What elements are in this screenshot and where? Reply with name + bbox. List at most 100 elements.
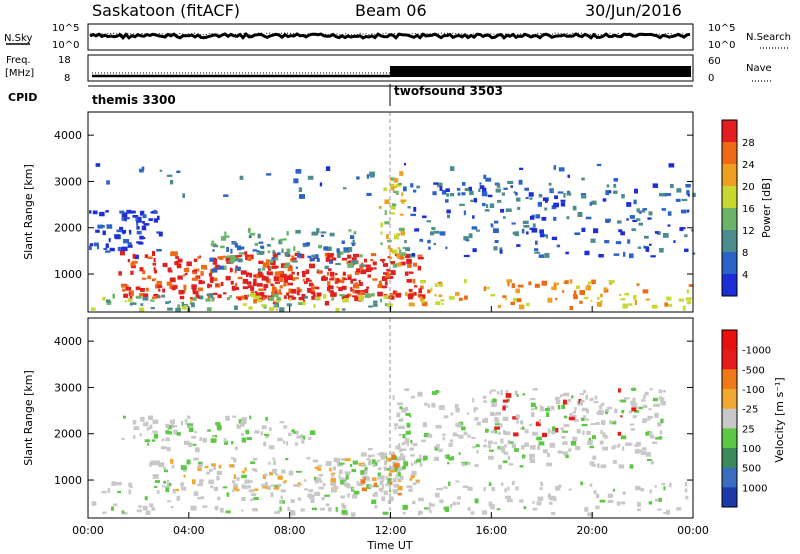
heat-cell bbox=[323, 246, 329, 251]
heat-cell bbox=[250, 292, 253, 297]
heat-cell bbox=[367, 461, 372, 466]
heat-cell bbox=[521, 228, 525, 234]
heat-cell bbox=[397, 402, 403, 406]
heat-cell bbox=[475, 229, 481, 232]
heat-cell bbox=[373, 461, 378, 466]
heat-cell bbox=[107, 488, 111, 493]
heat-cell bbox=[245, 272, 250, 276]
heat-cell bbox=[165, 430, 170, 435]
cpid-label: CPID bbox=[8, 91, 37, 104]
heat-cell bbox=[368, 459, 372, 463]
heat-cell bbox=[330, 276, 335, 280]
heat-cell bbox=[518, 179, 523, 185]
heat-cell bbox=[190, 297, 193, 301]
heat-cell bbox=[457, 423, 462, 428]
heat-cell bbox=[132, 215, 139, 218]
heat-cell bbox=[234, 268, 238, 272]
heat-cell bbox=[645, 431, 650, 436]
heat-cell bbox=[579, 400, 582, 404]
heat-cell bbox=[457, 187, 461, 191]
heat-cell bbox=[511, 480, 515, 486]
heat-cell bbox=[153, 218, 159, 223]
heat-cell bbox=[211, 240, 215, 243]
heat-cell bbox=[633, 199, 637, 205]
heat-cell bbox=[406, 422, 411, 428]
heat-cell bbox=[390, 212, 395, 215]
heat-cell bbox=[473, 407, 479, 410]
heat-cell bbox=[451, 456, 454, 461]
heat-cell bbox=[192, 290, 199, 295]
heat-cell bbox=[491, 402, 497, 408]
heat-cell bbox=[166, 174, 173, 177]
heat-cell bbox=[195, 277, 200, 280]
heat-cell bbox=[398, 467, 401, 472]
heat-cell bbox=[420, 285, 424, 290]
heat-cell bbox=[207, 295, 210, 301]
heat-cell bbox=[406, 441, 409, 447]
heat-cell bbox=[262, 262, 268, 268]
heat-cell bbox=[279, 421, 285, 424]
heat-cell bbox=[272, 301, 279, 305]
heat-cell bbox=[95, 163, 101, 167]
heat-cell bbox=[238, 419, 242, 424]
heat-cell bbox=[544, 407, 550, 412]
station-title: Saskatoon (fitACF) bbox=[92, 1, 240, 20]
heat-cell bbox=[147, 256, 153, 259]
heat-cell bbox=[275, 271, 281, 276]
heat-cell bbox=[470, 199, 474, 202]
heat-cell bbox=[651, 304, 658, 309]
heat-cell bbox=[473, 408, 476, 413]
heat-cell bbox=[229, 295, 232, 298]
heat-cell bbox=[523, 506, 527, 510]
heat-cell bbox=[323, 294, 327, 299]
heat-cell bbox=[241, 470, 246, 474]
heat-cell bbox=[602, 446, 608, 451]
heat-cell bbox=[234, 270, 237, 274]
heat-cell bbox=[329, 260, 333, 264]
heat-cell bbox=[208, 468, 213, 472]
heat-cell bbox=[181, 301, 184, 307]
heat-cell bbox=[446, 193, 450, 197]
heat-cell bbox=[239, 246, 245, 250]
heat-cell bbox=[539, 418, 541, 424]
heat-cell bbox=[646, 458, 652, 461]
heat-cell bbox=[328, 253, 334, 256]
heat-cell bbox=[242, 286, 249, 290]
heat-cell bbox=[364, 467, 367, 471]
heat-cell bbox=[402, 511, 406, 515]
heat-cell bbox=[283, 425, 288, 429]
heat-cell bbox=[122, 288, 126, 292]
heat-cell bbox=[618, 388, 621, 393]
heat-cell bbox=[276, 252, 281, 256]
heat-cell bbox=[191, 304, 195, 308]
heat-cell bbox=[112, 293, 115, 299]
heat-cell bbox=[450, 412, 454, 416]
heat-cell bbox=[180, 482, 185, 486]
heat-cell bbox=[503, 187, 508, 190]
heat-cell bbox=[242, 485, 248, 489]
heat-cell bbox=[620, 231, 625, 236]
freq-label-1: Freq. bbox=[6, 55, 31, 66]
ytick-label: 1000 bbox=[54, 474, 82, 487]
heat-cell bbox=[229, 464, 235, 468]
heat-cell bbox=[177, 304, 181, 309]
heat-cell bbox=[577, 212, 583, 217]
heat-cell bbox=[639, 406, 644, 410]
heat-cell bbox=[663, 511, 667, 514]
heat-cell bbox=[454, 403, 459, 409]
heat-cell bbox=[397, 479, 402, 482]
colorbar-tick: 100 bbox=[742, 444, 761, 455]
heat-cell bbox=[303, 479, 307, 482]
heat-cell bbox=[494, 423, 501, 426]
heat-cell bbox=[325, 257, 329, 261]
heat-cell bbox=[538, 254, 545, 258]
heat-cell bbox=[668, 163, 675, 168]
heat-cell bbox=[121, 437, 125, 441]
heat-cell bbox=[384, 281, 388, 286]
heat-cell bbox=[580, 193, 587, 196]
heat-cell bbox=[199, 480, 203, 486]
heat-cell bbox=[334, 486, 339, 490]
heat-cell bbox=[152, 251, 155, 256]
heat-cell bbox=[359, 254, 363, 258]
